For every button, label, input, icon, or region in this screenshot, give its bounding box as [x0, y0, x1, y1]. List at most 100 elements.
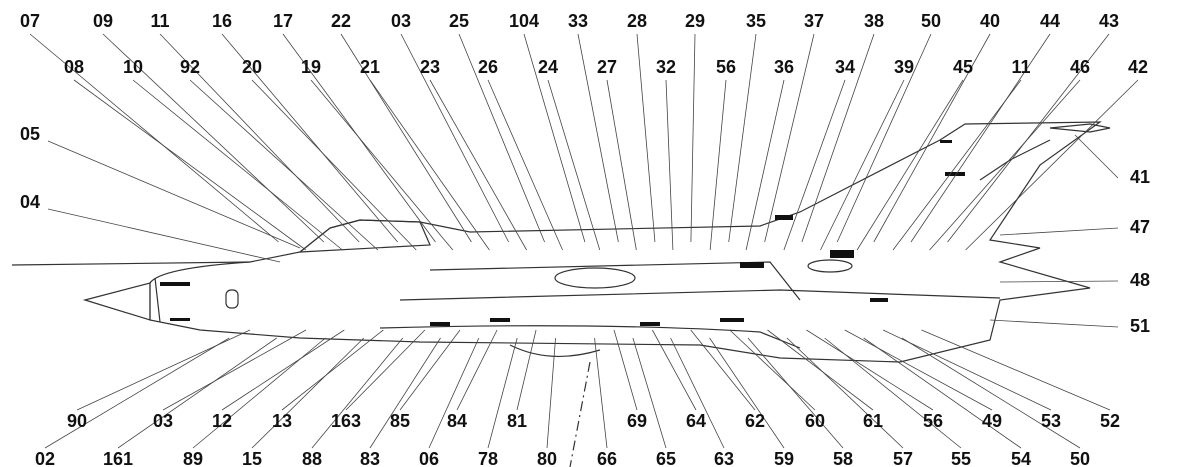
callout-label: 104: [509, 11, 539, 31]
callout-label: 60: [805, 411, 825, 431]
callout-label: 03: [391, 11, 411, 31]
leader-line: [458, 33, 545, 243]
leader-line: [764, 33, 815, 243]
callout-label: 04: [20, 192, 40, 212]
leader-line: [44, 337, 230, 449]
leader-line: [863, 337, 1022, 449]
callout-label: 42: [1128, 57, 1148, 77]
leader-line: [745, 79, 785, 251]
leader-line: [690, 33, 696, 243]
leader-line: [665, 79, 674, 251]
aircraft-outline: [11, 121, 1111, 467]
callout-label: 26: [478, 57, 498, 77]
leader-line: [670, 337, 725, 449]
callout-label: 45: [953, 57, 973, 77]
callout-label: 92: [180, 57, 200, 77]
leader-line: [399, 329, 461, 411]
leader-line: [873, 33, 991, 243]
callout-label: 35: [746, 11, 766, 31]
callout-label: 63: [714, 449, 734, 467]
leader-line: [613, 329, 638, 411]
callout-label: 58: [833, 449, 853, 467]
callout-label: 11: [1011, 57, 1030, 77]
callout-label: 83: [360, 449, 380, 467]
callout-label: 34: [835, 57, 855, 77]
leader-line: [606, 79, 637, 251]
callout-label: 41: [1130, 167, 1150, 187]
leader-line: [159, 33, 360, 243]
leader-line: [516, 329, 537, 411]
callout-label: 27: [597, 57, 617, 77]
leader-line: [251, 79, 417, 251]
leader-line: [311, 337, 404, 449]
callout-label: 44: [1040, 11, 1060, 31]
leader-line: [929, 79, 1081, 251]
callout-label: 10: [123, 57, 143, 77]
callout-label: 69: [627, 411, 647, 431]
leader-line: [820, 79, 905, 251]
callout-label: 37: [804, 11, 824, 31]
callout-label: 47: [1130, 217, 1150, 237]
callout-label: 52: [1100, 411, 1120, 431]
leader-line: [709, 79, 727, 251]
leader-line: [487, 337, 518, 449]
leader-line: [999, 227, 1119, 236]
callout-label: 57: [893, 449, 913, 467]
leader-line: [999, 280, 1119, 283]
leader-line: [281, 329, 384, 411]
callout-label: 38: [864, 11, 884, 31]
callout-label: 39: [894, 57, 914, 77]
callout-label: 49: [982, 411, 1002, 431]
leader-line: [487, 79, 563, 251]
callout-label: 16: [212, 11, 232, 31]
callout-label: 90: [67, 411, 87, 431]
leader-line: [747, 337, 844, 449]
leader-line: [989, 319, 1119, 328]
callout-label: 48: [1130, 270, 1150, 290]
leader-line: [856, 79, 964, 251]
leader-line: [652, 329, 697, 411]
callout-label: 07: [20, 11, 40, 31]
leader-line: [47, 208, 281, 263]
leader-line: [824, 337, 962, 449]
callout-label: 161: [103, 449, 133, 467]
callout-label: 81: [507, 411, 527, 431]
leader-line: [783, 79, 846, 251]
leader-line: [801, 33, 875, 243]
callout-label: 55: [951, 449, 971, 467]
callout-label: 78: [478, 449, 498, 467]
callout-label: 15: [242, 449, 262, 467]
callout-label: 36: [774, 57, 794, 77]
callout-label: 53: [1041, 411, 1061, 431]
leader-line: [132, 79, 343, 251]
leader-line: [73, 79, 307, 251]
leader-line: [836, 33, 932, 243]
callout-label: 56: [923, 411, 943, 431]
leader-line: [729, 329, 816, 411]
leader-line: [47, 140, 301, 249]
callout-label: 33: [568, 11, 588, 31]
callout-label: 43: [1099, 11, 1119, 31]
callout-label: 03: [153, 411, 173, 431]
leader-line: [632, 337, 667, 449]
callout-label: 17: [273, 11, 293, 31]
leader-line: [910, 33, 1051, 243]
leader-line: [901, 337, 1081, 449]
leader-line: [117, 337, 277, 449]
callout-label: 50: [1070, 449, 1090, 467]
callout-label: 65: [656, 449, 676, 467]
callout-label: 09: [93, 11, 113, 31]
callout-label: 40: [980, 11, 1000, 31]
callout-label: 89: [183, 449, 203, 467]
leader-line: [340, 33, 472, 243]
leader-line: [709, 337, 785, 449]
callout-label: 46: [1070, 57, 1090, 77]
callout-label: 84: [447, 411, 467, 431]
leader-line: [786, 337, 904, 449]
leader-lines: [29, 33, 1139, 449]
leader-line: [162, 329, 307, 411]
callout-label: 11: [150, 11, 169, 31]
callout-label: 64: [686, 411, 706, 431]
callout-label: 51: [1130, 316, 1150, 336]
